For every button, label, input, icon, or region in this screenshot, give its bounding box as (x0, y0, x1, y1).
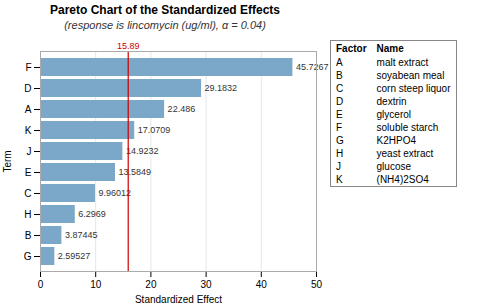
svg-text:17.0709: 17.0709 (138, 125, 171, 135)
svg-text:29.1832: 29.1832 (205, 83, 238, 93)
html-text:H: H (336, 148, 344, 159)
svg-text:0: 0 (38, 279, 44, 290)
svg-text:Standardized Effect: Standardized Effect (135, 294, 222, 305)
html-text:glycerol: glycerol (376, 109, 411, 120)
svg-text:F: F (25, 62, 31, 73)
html-text:Name: Name (376, 43, 404, 54)
html-text:E: E (336, 109, 343, 120)
html-text:B: B (336, 70, 343, 81)
svg-text:E: E (25, 167, 32, 178)
html-text:J: J (336, 161, 341, 172)
svg-text:2.59527: 2.59527 (58, 251, 91, 261)
html-text:soyabean meal: soyabean meal (376, 70, 445, 81)
svg-text:K: K (25, 125, 32, 136)
html-text:Factor: Factor (336, 43, 367, 54)
svg-text:14.9232: 14.9232 (126, 146, 159, 156)
html-text:A: A (336, 57, 343, 68)
html-text:D: D (336, 96, 344, 107)
svg-text:6.2969: 6.2969 (78, 209, 106, 219)
svg-text:13.5849: 13.5849 (118, 167, 151, 177)
svg-text:3.87445: 3.87445 (65, 230, 98, 240)
svg-text:Term: Term (2, 150, 13, 172)
html-text:soluble starch: soluble starch (376, 122, 439, 133)
svg-text:40: 40 (256, 279, 268, 290)
html-text:K: K (336, 174, 343, 185)
svg-text:50: 50 (311, 279, 323, 290)
svg-text:10: 10 (90, 279, 102, 290)
svg-text:J: J (27, 146, 32, 157)
html-text:G: G (336, 135, 344, 146)
svg-text:A: A (25, 104, 32, 115)
svg-text:15.89: 15.89 (117, 41, 140, 51)
html-text:corn steep liquor: corn steep liquor (376, 83, 451, 94)
svg-text:45.7267: 45.7267 (296, 62, 329, 72)
svg-text:20: 20 (145, 279, 157, 290)
html-text:(response is lincomycin (ug/ml: (response is lincomycin (ug/ml), α = 0.0… (64, 19, 266, 31)
svg-text:22.486: 22.486 (168, 104, 196, 114)
svg-text:G: G (24, 251, 32, 262)
html-text:K2HPO4: K2HPO4 (376, 135, 416, 146)
svg-text:30: 30 (201, 279, 213, 290)
html-text:(NH4)2SO4: (NH4)2SO4 (376, 174, 429, 185)
html-text:F: F (336, 122, 343, 133)
html-text:Pareto Chart of the Standardiz: Pareto Chart of the Standardized Effects (50, 3, 280, 17)
html-text:dextrin: dextrin (376, 96, 407, 107)
html-text:malt extract: malt extract (376, 57, 429, 68)
html-text:yeast extract: yeast extract (376, 148, 434, 159)
svg-text:C: C (24, 188, 31, 199)
svg-text:9.96012: 9.96012 (98, 188, 131, 198)
svg-text:B: B (25, 230, 32, 241)
svg-text:D: D (24, 83, 31, 94)
html-text:glucose: glucose (376, 161, 411, 172)
html-text:C: C (336, 83, 344, 94)
svg-text:H: H (24, 209, 31, 220)
